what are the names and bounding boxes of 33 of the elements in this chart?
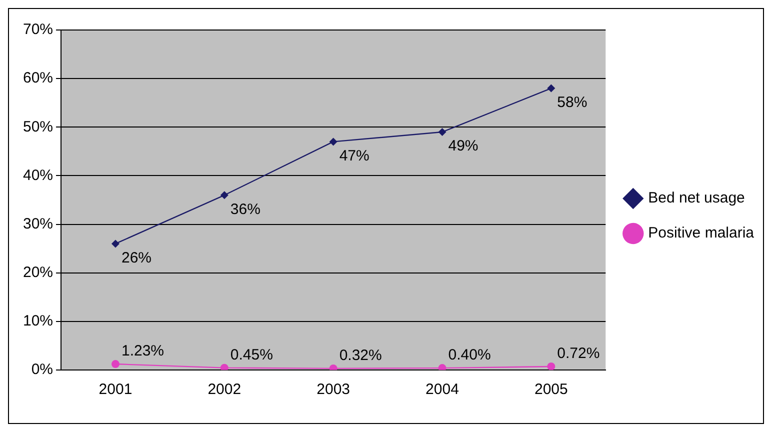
data-label: 0.32% xyxy=(339,347,382,364)
data-label: 47% xyxy=(339,147,370,164)
x-tick-label: 2003 xyxy=(316,381,350,398)
y-tick-label: 20% xyxy=(22,264,54,281)
y-tick-label: 40% xyxy=(22,166,54,184)
y-tick-label: 30% xyxy=(22,215,54,232)
legend-label: Bed net usage xyxy=(648,190,745,207)
x-tick-label: 2005 xyxy=(534,381,568,398)
y-tick-label: 60% xyxy=(22,70,54,87)
point xyxy=(111,240,120,248)
data-label: 49% xyxy=(448,138,478,155)
x-tick-label: 2001 xyxy=(98,381,132,398)
point xyxy=(438,128,446,136)
y-tick-label: 70% xyxy=(22,21,54,38)
y-tick-label: 50% xyxy=(22,118,54,136)
data-label: 26% xyxy=(121,249,152,266)
data-label: 0.40% xyxy=(448,346,491,364)
data-label: 36% xyxy=(230,200,260,218)
point xyxy=(220,364,228,370)
point xyxy=(220,191,228,200)
data-label: 1.23% xyxy=(121,342,164,360)
point xyxy=(547,84,556,92)
point xyxy=(329,138,338,146)
x-tick-label: 2004 xyxy=(426,381,459,398)
x-tick-label: 2002 xyxy=(208,381,242,398)
legend-label: Positive malaria xyxy=(648,224,755,242)
point xyxy=(547,362,556,370)
y-tick-label: 0% xyxy=(31,361,54,378)
data-label: 0.72% xyxy=(557,345,600,362)
data-label: 58% xyxy=(557,94,588,111)
y-tick-label: 10% xyxy=(22,312,54,330)
data-label: 0.45% xyxy=(230,346,273,364)
point xyxy=(111,360,120,368)
